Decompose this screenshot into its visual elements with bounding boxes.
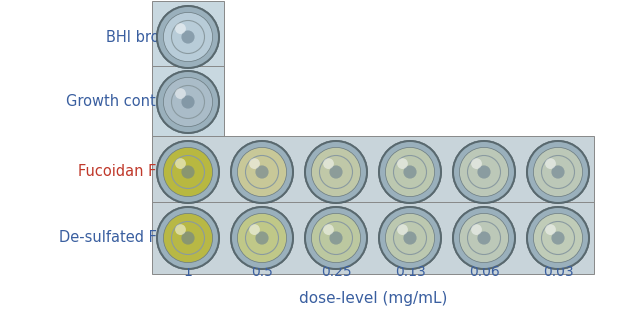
Circle shape	[526, 140, 590, 204]
Text: 0.5: 0.5	[251, 265, 273, 279]
Circle shape	[232, 142, 292, 202]
Bar	[152, 66, 224, 138]
Text: 0.13: 0.13	[395, 265, 426, 279]
Circle shape	[477, 232, 490, 245]
Circle shape	[158, 208, 218, 268]
Circle shape	[378, 140, 442, 204]
Circle shape	[238, 148, 287, 197]
Circle shape	[380, 208, 440, 268]
Circle shape	[552, 165, 564, 179]
Circle shape	[156, 70, 220, 134]
Circle shape	[182, 95, 194, 109]
Circle shape	[329, 165, 343, 179]
Circle shape	[323, 224, 334, 235]
Circle shape	[164, 213, 213, 263]
Text: 0.25: 0.25	[320, 265, 352, 279]
Text: Growth control: Growth control	[66, 94, 175, 109]
Circle shape	[164, 77, 213, 127]
Circle shape	[403, 232, 417, 245]
Circle shape	[255, 232, 269, 245]
Circle shape	[311, 213, 361, 263]
Circle shape	[533, 148, 583, 197]
Circle shape	[459, 213, 508, 263]
Circle shape	[329, 232, 343, 245]
Circle shape	[471, 224, 482, 235]
Circle shape	[477, 165, 490, 179]
Circle shape	[306, 142, 366, 202]
Text: 0.06: 0.06	[469, 265, 499, 279]
Circle shape	[385, 213, 434, 263]
Circle shape	[528, 142, 588, 202]
Circle shape	[238, 213, 287, 263]
Circle shape	[311, 148, 361, 197]
Circle shape	[454, 142, 514, 202]
Bar	[152, 1, 224, 73]
Circle shape	[182, 31, 194, 44]
Circle shape	[230, 206, 294, 270]
Circle shape	[528, 208, 588, 268]
Circle shape	[182, 232, 194, 245]
Circle shape	[175, 224, 186, 235]
Circle shape	[380, 142, 440, 202]
Bar	[152, 202, 594, 274]
Circle shape	[454, 208, 514, 268]
Circle shape	[175, 23, 186, 34]
Text: Fucoidan F85: Fucoidan F85	[78, 164, 175, 179]
Circle shape	[378, 206, 442, 270]
Circle shape	[397, 224, 408, 235]
Circle shape	[249, 158, 260, 169]
Circle shape	[164, 12, 213, 62]
Circle shape	[323, 158, 334, 169]
Circle shape	[255, 165, 269, 179]
Circle shape	[304, 206, 368, 270]
Circle shape	[545, 224, 556, 235]
Circle shape	[249, 224, 260, 235]
Circle shape	[385, 148, 434, 197]
Circle shape	[533, 213, 583, 263]
Circle shape	[158, 72, 218, 132]
Circle shape	[545, 158, 556, 169]
Circle shape	[459, 148, 508, 197]
Circle shape	[156, 140, 220, 204]
Circle shape	[182, 165, 194, 179]
Text: dose-level (mg/mL): dose-level (mg/mL)	[299, 291, 447, 306]
Circle shape	[232, 208, 292, 268]
Circle shape	[397, 158, 408, 169]
Circle shape	[403, 165, 417, 179]
Circle shape	[452, 206, 516, 270]
Circle shape	[471, 158, 482, 169]
Text: BHI broth: BHI broth	[106, 30, 175, 45]
Text: 1: 1	[183, 265, 192, 279]
Circle shape	[306, 208, 366, 268]
Bar	[152, 136, 594, 208]
Circle shape	[452, 140, 516, 204]
Circle shape	[175, 88, 186, 99]
Circle shape	[304, 140, 368, 204]
Circle shape	[526, 206, 590, 270]
Circle shape	[552, 232, 564, 245]
Text: 0.03: 0.03	[543, 265, 573, 279]
Circle shape	[175, 158, 186, 169]
Circle shape	[230, 140, 294, 204]
Circle shape	[158, 7, 218, 67]
Circle shape	[164, 148, 213, 197]
Circle shape	[156, 206, 220, 270]
Circle shape	[158, 142, 218, 202]
Text: De-sulfated F85: De-sulfated F85	[59, 231, 175, 245]
Circle shape	[156, 5, 220, 69]
